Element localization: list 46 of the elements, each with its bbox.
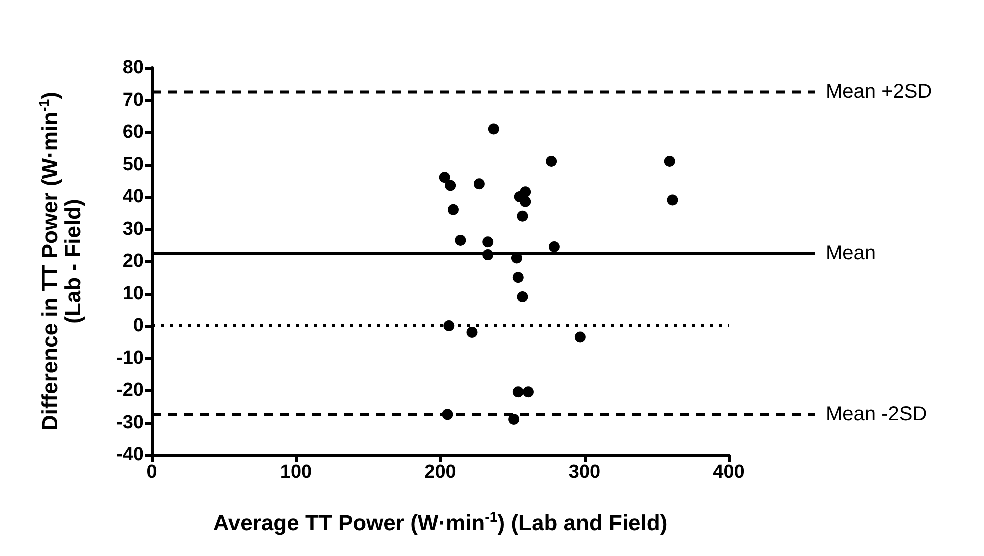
point bbox=[448, 204, 459, 216]
point bbox=[517, 210, 528, 222]
y-tick-label: 70 bbox=[122, 90, 144, 111]
point bbox=[444, 320, 455, 332]
x-tick-label: 0 bbox=[146, 462, 158, 483]
x-tick-label: 300 bbox=[568, 462, 601, 483]
y-tick-label: 50 bbox=[122, 154, 144, 176]
point bbox=[474, 178, 485, 190]
text: Difference in TT Power (W·min-1) (Lab - Field) bbox=[37, 92, 86, 432]
y-tick-label: 60 bbox=[122, 122, 144, 143]
point bbox=[512, 386, 524, 398]
y-tick-label: 30 bbox=[122, 218, 144, 240]
point bbox=[548, 241, 560, 252]
point bbox=[445, 180, 456, 192]
point bbox=[664, 156, 676, 168]
x-tick-label: 100 bbox=[280, 462, 312, 483]
y-tick-label: -10 bbox=[116, 348, 144, 369]
point bbox=[667, 194, 678, 206]
point bbox=[546, 156, 558, 168]
point bbox=[439, 172, 450, 184]
y-tick-label: 20 bbox=[122, 251, 144, 272]
x-tick-label: 400 bbox=[713, 462, 745, 483]
point bbox=[508, 414, 520, 426]
y-tick-label: 10 bbox=[122, 283, 144, 304]
y-tick-label: 80 bbox=[122, 58, 144, 78]
y-tick-label: 40 bbox=[122, 186, 144, 208]
y-tick-label: -30 bbox=[116, 412, 144, 434]
y-tick-label: -40 bbox=[116, 444, 144, 466]
point bbox=[488, 124, 500, 135]
point bbox=[466, 326, 478, 338]
point bbox=[574, 332, 586, 343]
y-tick-label: 0 bbox=[133, 316, 144, 336]
point bbox=[520, 186, 532, 198]
point bbox=[520, 196, 532, 208]
point bbox=[512, 272, 524, 284]
ref-line-label: Mean -2SD bbox=[826, 404, 928, 426]
point bbox=[523, 386, 534, 398]
point bbox=[482, 250, 494, 261]
point bbox=[482, 236, 494, 248]
ref-line-label: Mean bbox=[826, 242, 876, 264]
x-tick-label: 200 bbox=[424, 462, 456, 483]
y-tick-label: -20 bbox=[116, 380, 144, 401]
point bbox=[455, 235, 466, 246]
point bbox=[517, 291, 528, 302]
ref-line-label: Mean +2SD bbox=[826, 81, 932, 104]
point bbox=[442, 409, 454, 420]
